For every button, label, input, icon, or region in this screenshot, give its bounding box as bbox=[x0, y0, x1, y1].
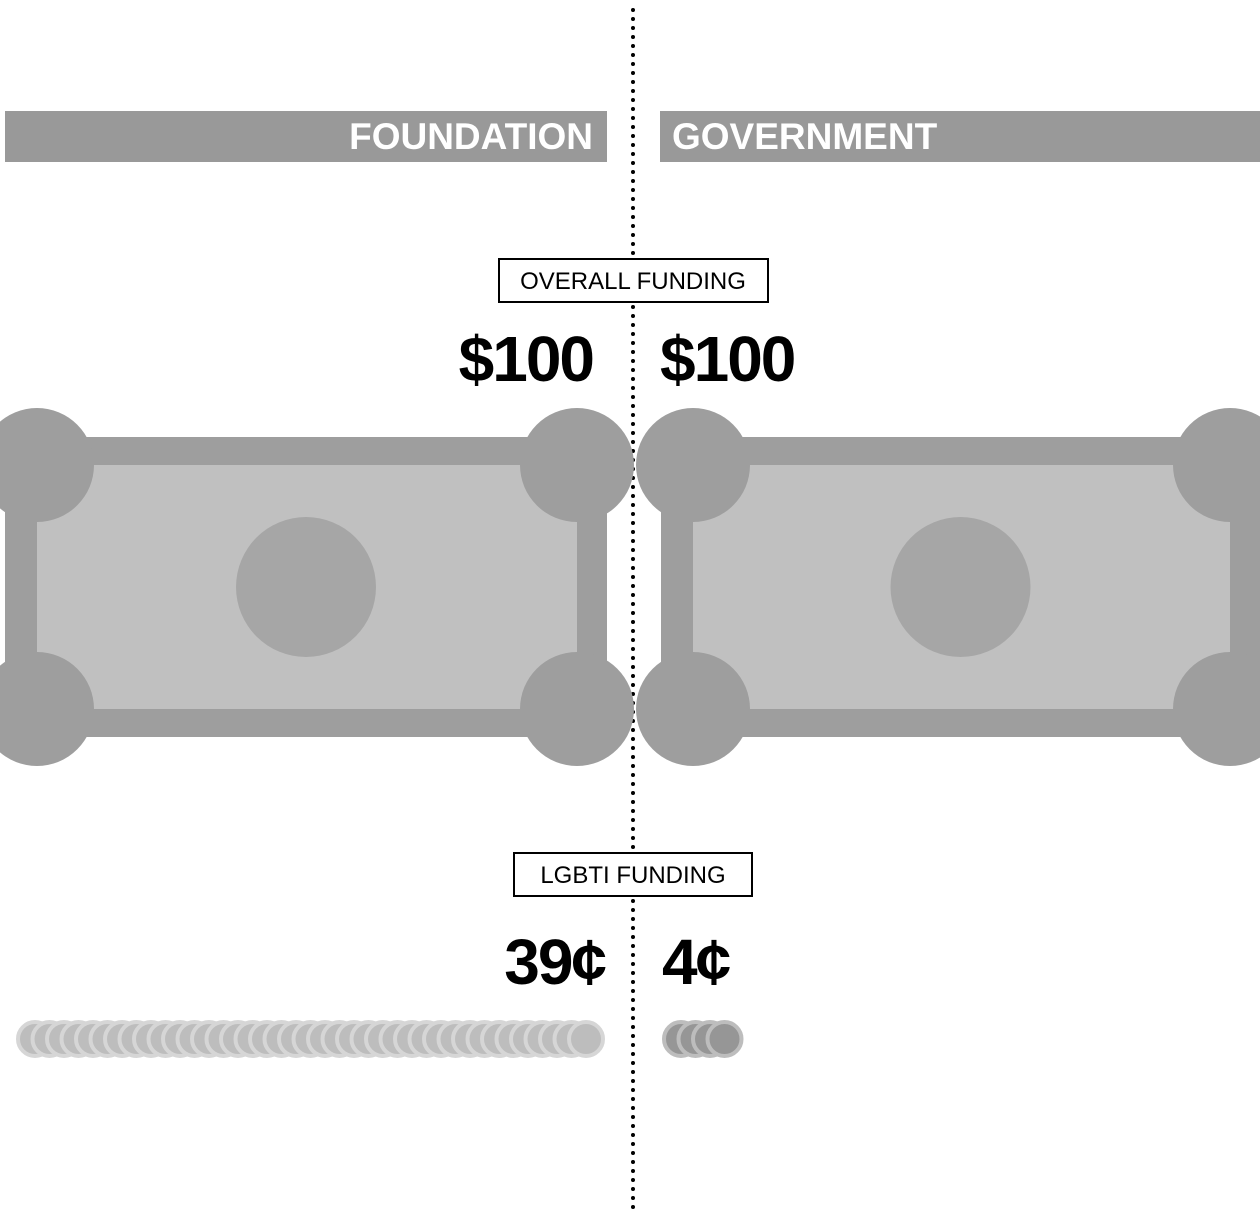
bill-corner bbox=[0, 652, 94, 766]
section-box bbox=[513, 852, 753, 897]
bill-corner bbox=[0, 408, 94, 522]
bill-corner bbox=[520, 652, 634, 766]
header-bar bbox=[660, 111, 1260, 162]
bill-corner bbox=[636, 652, 750, 766]
section-label: LGBTI FUNDING bbox=[540, 862, 725, 889]
amount: 39¢ bbox=[504, 926, 606, 998]
marks bbox=[0, 408, 1260, 1058]
section-box bbox=[498, 258, 769, 303]
amount: 4¢ bbox=[662, 926, 731, 998]
section-label: OVERALL FUNDING bbox=[520, 268, 746, 295]
bill-corner bbox=[520, 408, 634, 522]
bill-seal bbox=[890, 517, 1031, 657]
bill-corner bbox=[636, 408, 750, 522]
coin bbox=[705, 1020, 744, 1058]
amount: $100 bbox=[660, 323, 794, 395]
bill-seal bbox=[236, 517, 376, 657]
header-bar bbox=[5, 111, 607, 162]
column-title: FOUNDATION bbox=[349, 116, 593, 157]
amount: $100 bbox=[459, 323, 593, 395]
bill bbox=[636, 408, 1260, 766]
bill-corner bbox=[1173, 652, 1260, 766]
column-title: GOVERNMENT bbox=[672, 116, 938, 157]
coin bbox=[567, 1020, 605, 1058]
bill-corner bbox=[1173, 408, 1260, 522]
bill bbox=[0, 408, 634, 766]
